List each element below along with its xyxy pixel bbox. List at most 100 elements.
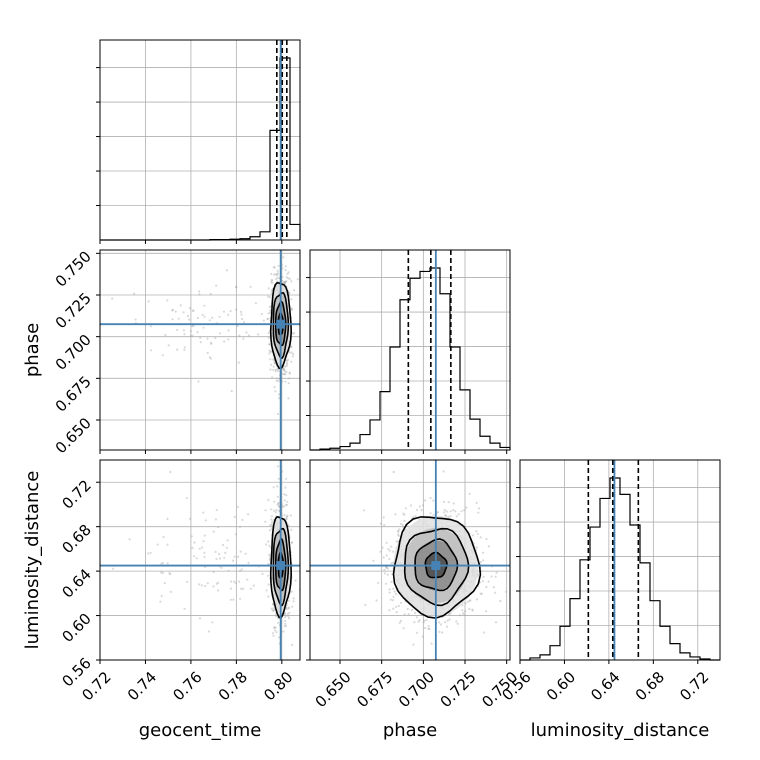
scatter-point — [395, 605, 398, 609]
scatter-point — [268, 529, 271, 532]
scatter-point — [195, 557, 198, 560]
scatter-point — [442, 470, 445, 473]
scatter-point — [189, 330, 192, 333]
scatter-point — [166, 543, 169, 546]
scatter-point — [385, 566, 388, 569]
scatter-point — [281, 267, 284, 270]
scatter-point — [446, 619, 449, 622]
scatter-point — [171, 308, 175, 312]
scatter-point — [274, 278, 277, 281]
scatter-point — [249, 587, 252, 590]
scatter-point — [276, 276, 279, 280]
scatter-point — [292, 597, 295, 600]
scatter-point — [230, 580, 233, 583]
y-tick-label-phase: 0.675 — [52, 372, 95, 415]
scatter-point — [171, 309, 174, 312]
scatter-point — [278, 393, 281, 396]
scatter-point — [292, 332, 296, 335]
scatter-point — [284, 280, 287, 283]
scatter-point — [264, 520, 267, 523]
scatter-point — [254, 302, 257, 305]
scatter-point — [284, 612, 287, 615]
scatter-point — [209, 357, 212, 360]
scatter-point — [227, 313, 230, 316]
scatter-point — [241, 518, 244, 522]
scatter-point — [215, 284, 218, 287]
scatter-point — [385, 566, 388, 569]
scatter-point — [285, 608, 288, 611]
scatter-point — [471, 534, 475, 537]
scatter-point — [273, 361, 276, 364]
scatter-point — [226, 539, 229, 542]
scatter-point — [199, 341, 202, 344]
scatter-point — [398, 621, 401, 624]
scatter-point — [290, 308, 293, 311]
scatter-point — [277, 412, 280, 415]
scatter-point — [217, 526, 220, 529]
scatter-point — [413, 621, 416, 624]
scatter-point — [220, 566, 223, 569]
x-tick-label-phase: 0.675 — [353, 668, 396, 711]
scatter-point — [438, 630, 441, 634]
scatter-point — [402, 627, 405, 630]
scatter-point — [214, 518, 217, 521]
x-tick-label-phase: 0.700 — [395, 668, 438, 711]
panel-frame — [309, 459, 511, 661]
scatter-point — [403, 513, 406, 516]
scatter-point — [171, 318, 174, 321]
scatter-point — [230, 390, 233, 393]
scatter-point — [234, 533, 237, 536]
scatter-point — [447, 515, 450, 518]
scatter-point — [267, 498, 270, 502]
scatter-point — [274, 368, 277, 371]
scatter-point — [479, 536, 482, 539]
scatter-point — [161, 561, 164, 565]
scatter-point — [379, 550, 382, 553]
scatter-point — [495, 571, 498, 574]
scatter-point — [389, 598, 392, 601]
panel-frame — [99, 39, 301, 241]
scatter-point — [270, 515, 273, 518]
scatter-point — [242, 337, 245, 340]
scatter-point — [287, 615, 290, 618]
scatter-point — [287, 524, 290, 527]
scatter-point — [275, 509, 278, 512]
scatter-point — [186, 314, 190, 318]
scatter-point — [445, 510, 448, 513]
scatter-point — [443, 621, 447, 624]
scatter-point — [284, 625, 288, 628]
scatter-point — [183, 607, 186, 610]
scatter-point — [283, 368, 286, 371]
scatter-point — [274, 629, 277, 632]
scatter-point — [449, 612, 452, 615]
scatter-point — [392, 470, 395, 474]
scatter-point — [292, 600, 295, 603]
scatter-point — [200, 584, 203, 587]
scatter-point — [290, 345, 293, 348]
scatter-point — [485, 610, 488, 613]
scatter-point — [276, 274, 279, 277]
scatter-point — [192, 324, 195, 327]
scatter-point — [239, 310, 243, 313]
scatter-point — [267, 287, 270, 290]
scatter-point — [214, 336, 217, 340]
scatter-point — [282, 256, 285, 259]
scatter-point — [192, 309, 195, 312]
scatter-point — [229, 310, 232, 313]
scatter-point — [176, 328, 179, 331]
scatter-point — [287, 397, 290, 400]
scatter-point — [191, 309, 194, 312]
scatter-point — [215, 508, 218, 512]
scatter-point — [134, 318, 137, 321]
scatter-point — [463, 509, 466, 512]
hist-panel-geocent_time — [96, 39, 301, 244]
scatter-point — [285, 280, 288, 283]
scatter-point — [418, 619, 421, 622]
scatter-point — [185, 497, 188, 500]
scatter-point — [167, 344, 170, 347]
scatter-point — [397, 534, 400, 538]
scatter-point — [225, 269, 228, 272]
scatter-point — [191, 334, 194, 337]
scatter-point — [208, 356, 211, 359]
scatter-point — [485, 585, 488, 589]
